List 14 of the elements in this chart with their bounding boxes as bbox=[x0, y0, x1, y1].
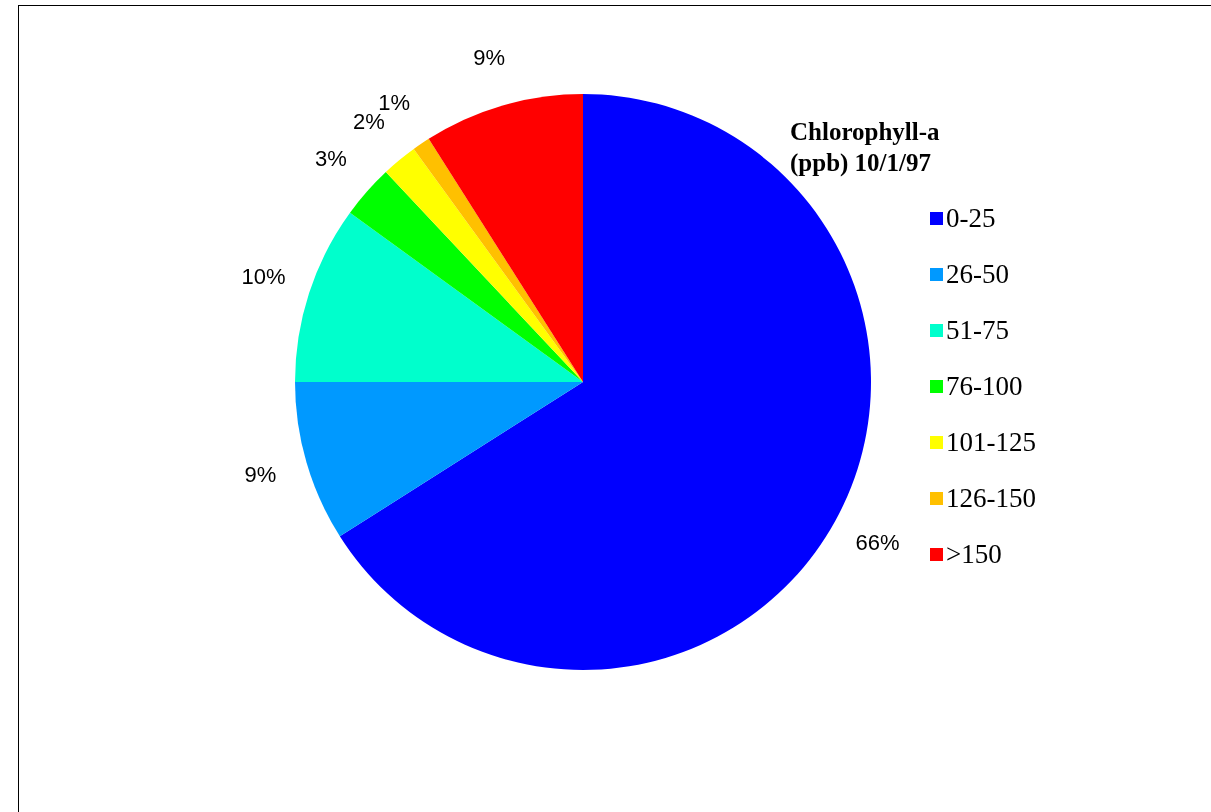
data-label: 66% bbox=[855, 529, 900, 555]
legend-label: 101-125 bbox=[946, 426, 1036, 458]
legend-label: >150 bbox=[946, 538, 1002, 570]
data-label: 9% bbox=[244, 461, 277, 487]
legend-title: Chlorophyll-a (ppb) 10/1/97 bbox=[790, 117, 941, 178]
legend-label: 0-25 bbox=[946, 202, 996, 234]
data-label: 2% bbox=[352, 109, 385, 135]
data-label: 3% bbox=[315, 145, 347, 171]
data-label: 9% bbox=[473, 45, 506, 71]
legend-label: 76-100 bbox=[946, 370, 1023, 402]
legend-label: 26-50 bbox=[946, 258, 1009, 290]
legend-label: 126-150 bbox=[946, 482, 1036, 514]
data-label: 10% bbox=[241, 264, 286, 290]
legend-label: 51-75 bbox=[946, 314, 1009, 346]
